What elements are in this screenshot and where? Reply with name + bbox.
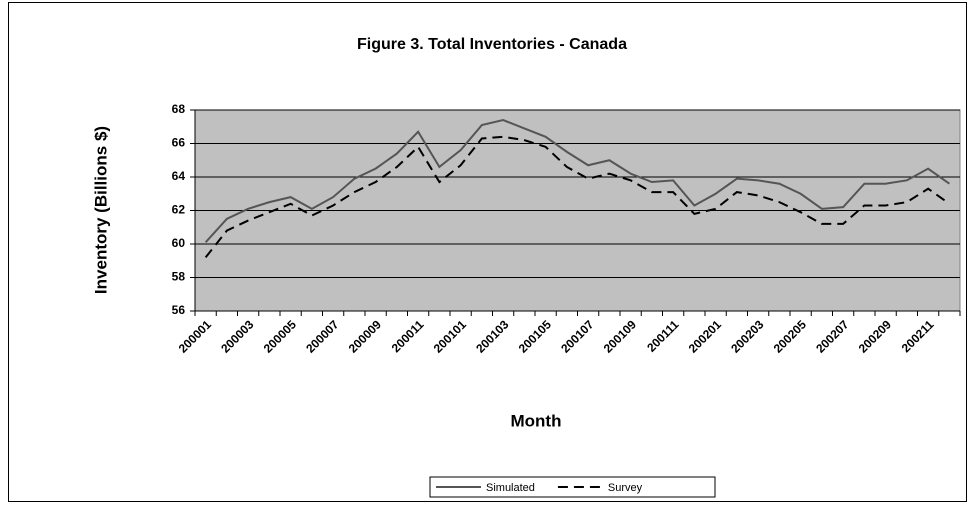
legend-label: Simulated (486, 482, 535, 494)
chart-title: Figure 3. Total Inventories - Canada (357, 36, 627, 53)
y-tick-label: 66 (172, 136, 186, 150)
legend-label: Survey (608, 482, 643, 494)
series-line (204, 119, 950, 243)
y-tick-label: 64 (172, 169, 186, 183)
y-tick-label: 60 (172, 236, 186, 250)
x-axis-title: Month (511, 411, 562, 430)
legend-box (429, 476, 716, 498)
series-line (204, 135, 950, 259)
y-tick-label: 56 (172, 303, 186, 317)
y-tick-label: 58 (172, 270, 186, 284)
y-axis-title: Inventory (Billions $) (91, 126, 110, 294)
y-tick-label: 68 (172, 102, 186, 116)
y-tick-label: 62 (172, 203, 186, 217)
